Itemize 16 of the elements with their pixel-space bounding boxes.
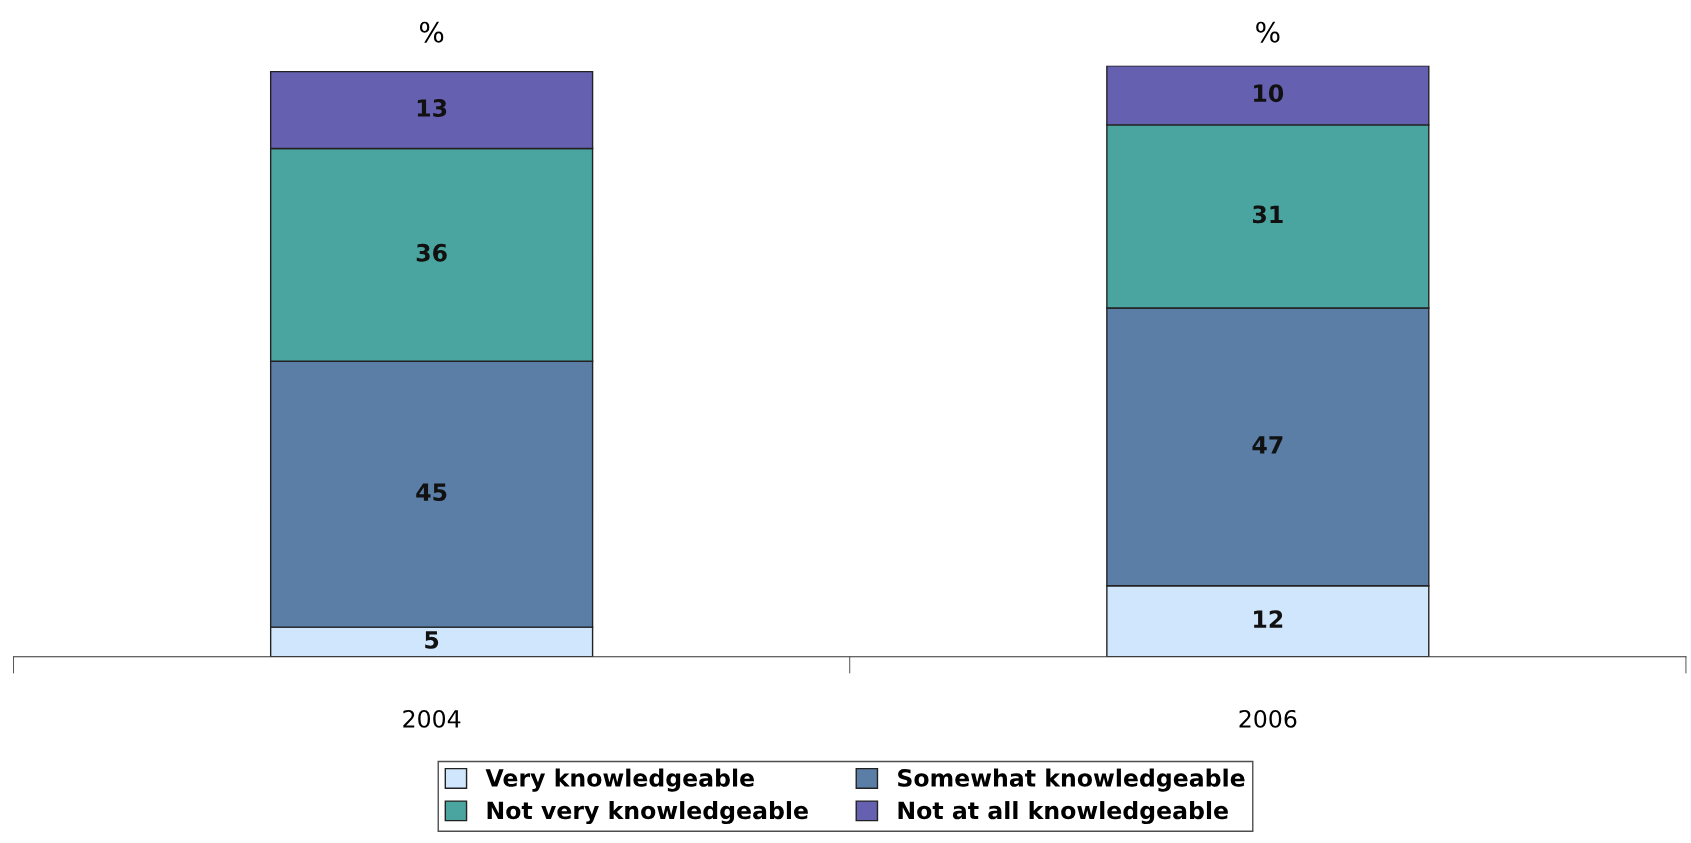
data-label: 31 xyxy=(1252,205,1283,224)
x-tick-label: 2004 xyxy=(403,709,461,728)
legend-label: Very knowledgeable xyxy=(485,768,754,792)
legend-label: Not at all knowledgeable xyxy=(898,801,1228,825)
data-label: 12 xyxy=(1254,610,1283,628)
data-label: 10 xyxy=(1254,84,1284,103)
x-tick-label: 2006 xyxy=(1239,709,1297,728)
legend-label: Not very knowledgeable xyxy=(487,801,808,825)
data-label: 47 xyxy=(1252,436,1283,454)
data-label: 45 xyxy=(416,483,447,502)
legend-label: Somewhat knowledgeable xyxy=(898,768,1245,792)
text: % xyxy=(1256,21,1280,43)
text: % xyxy=(419,21,444,43)
data-label: 36 xyxy=(416,243,447,262)
data-label: 5 xyxy=(425,631,439,649)
data-label: 13 xyxy=(417,99,447,117)
